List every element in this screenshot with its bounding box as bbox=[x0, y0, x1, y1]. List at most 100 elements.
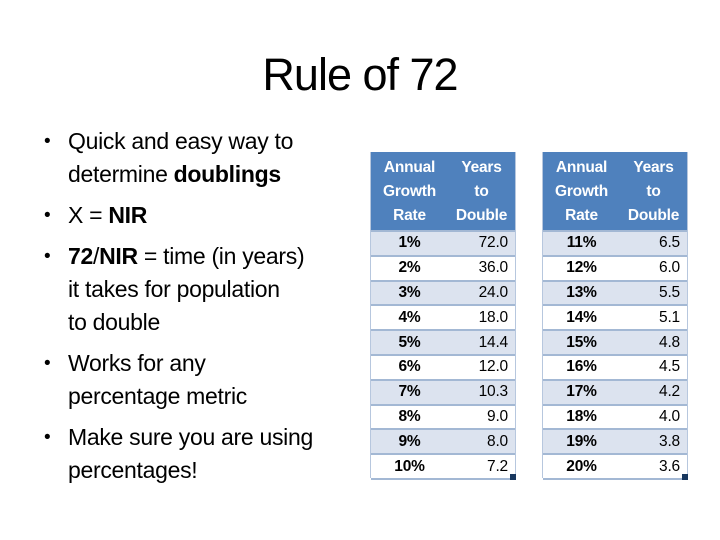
table-row: 17% 4.2 bbox=[543, 380, 687, 406]
years-to-double-cell: 18.0 bbox=[478, 308, 509, 326]
table-row: 9% 8.0 bbox=[371, 430, 515, 456]
table-row: 6% 12.0 bbox=[371, 355, 515, 381]
growth-rate-cell: 5% bbox=[398, 333, 421, 351]
table-row: 14% 5.1 bbox=[543, 306, 687, 332]
years-to-double-cell: 5.5 bbox=[659, 283, 680, 301]
range-corner-marker bbox=[510, 474, 516, 480]
years-to-double-cell: 36.0 bbox=[478, 259, 509, 277]
growth-rate-cell: 17% bbox=[566, 383, 597, 401]
bullet-dot: • bbox=[44, 131, 51, 152]
bullet-text: X = NIR bbox=[68, 199, 366, 232]
bullet-line: Works for any bbox=[68, 350, 206, 376]
years-to-double-cell: 5.1 bbox=[659, 308, 680, 326]
slide-title: Rule of 72 bbox=[262, 49, 458, 100]
years-to-double-cell: 14.4 bbox=[478, 333, 509, 351]
table-row: 12% 6.0 bbox=[543, 256, 687, 282]
bullet-dot: • bbox=[44, 246, 51, 267]
table-header-row: Annual Growth Rate Years to Double bbox=[371, 152, 515, 230]
bullet-list: • Quick and easy way to determine doubling… bbox=[36, 125, 366, 495]
table-row: 1% 72.0 bbox=[371, 232, 515, 257]
table-body: 11% 6.5 12% 6.0 13% 5.5 14% 5.1 15% 4.8 16% 4.5 17% 4… bbox=[543, 230, 687, 480]
annual-growth-rate-header: Annual Growth Rate bbox=[382, 159, 437, 224]
years-to-double-cell: 72.0 bbox=[478, 234, 509, 252]
bullet-item: • Works for any percentage metric bbox=[36, 347, 366, 413]
range-corner-marker bbox=[682, 474, 688, 480]
bullet-item: • Make sure you are using percentages! bbox=[36, 421, 366, 487]
growth-rate-cell: 1% bbox=[398, 234, 421, 252]
years-to-double-cell: 3.6 bbox=[659, 457, 680, 475]
years-to-double-cell: 7.2 bbox=[487, 457, 508, 475]
bullet-line: Make sure you are using bbox=[68, 424, 313, 450]
growth-rate-cell: 8% bbox=[398, 407, 421, 425]
bullet-text: 72/NIR = time (in years) it takes for pop… bbox=[68, 240, 366, 339]
bullet-line: it takes for population bbox=[68, 276, 280, 302]
growth-rate-cell: 16% bbox=[566, 358, 597, 376]
table-row: 10% 7.2 bbox=[371, 455, 515, 480]
growth-rate-cell: 19% bbox=[566, 432, 597, 450]
bullet-line: determine doublings bbox=[68, 161, 281, 187]
growth-table-1-to-10: Annual Growth Rate Years to Double 1% 72.0 2% 36.… bbox=[370, 152, 516, 480]
years-to-double-header: Years to Double bbox=[627, 159, 680, 224]
growth-rate-cell: 20% bbox=[566, 457, 597, 475]
bullet-line: percentage metric bbox=[68, 383, 247, 409]
table-row: 8% 9.0 bbox=[371, 405, 515, 431]
table-row: 2% 36.0 bbox=[371, 256, 515, 282]
years-to-double-cell: 4.2 bbox=[659, 383, 680, 401]
growth-rate-cell: 13% bbox=[566, 283, 597, 301]
bullet-line: percentages! bbox=[68, 457, 198, 483]
years-to-double-cell: 24.0 bbox=[478, 283, 509, 301]
table-row: 19% 3.8 bbox=[543, 430, 687, 456]
bullet-text: Make sure you are using percentages! bbox=[68, 421, 366, 487]
growth-rate-cell: 6% bbox=[398, 358, 421, 376]
years-to-double-cell: 8.0 bbox=[487, 432, 508, 450]
growth-rate-cell: 2% bbox=[398, 259, 421, 277]
years-to-double-cell: 12.0 bbox=[478, 358, 509, 376]
table-row: 4% 18.0 bbox=[371, 306, 515, 332]
bullet-line: to double bbox=[68, 309, 160, 335]
years-to-double-cell: 6.0 bbox=[659, 259, 680, 277]
years-to-double-cell: 3.8 bbox=[659, 432, 680, 450]
growth-rate-cell: 3% bbox=[398, 283, 421, 301]
bullet-item: • 72/NIR = time (in years) it takes for po… bbox=[36, 240, 366, 339]
growth-rate-cell: 7% bbox=[398, 383, 421, 401]
annual-growth-rate-header: Annual Growth Rate bbox=[554, 159, 609, 224]
bullet-dot: • bbox=[44, 427, 51, 448]
growth-rate-cell: 18% bbox=[566, 407, 597, 425]
table-row: 5% 14.4 bbox=[371, 331, 515, 356]
table-row: 11% 6.5 bbox=[543, 232, 687, 257]
table-row: 7% 10.3 bbox=[371, 380, 515, 406]
years-to-double-cell: 4.5 bbox=[659, 358, 680, 376]
bullet-line: 72/NIR = time (in years) bbox=[68, 243, 305, 269]
table-row: 3% 24.0 bbox=[371, 281, 515, 307]
table-row: 20% 3.6 bbox=[543, 455, 687, 480]
growth-rate-cell: 15% bbox=[566, 333, 597, 351]
years-to-double-cell: 4.0 bbox=[659, 407, 680, 425]
growth-rate-cell: 10% bbox=[394, 457, 425, 475]
table-header-row: Annual Growth Rate Years to Double bbox=[543, 152, 687, 230]
bullet-line: Quick and easy way to bbox=[68, 128, 294, 154]
table-row: 16% 4.5 bbox=[543, 355, 687, 381]
bullet-dot: • bbox=[44, 205, 51, 226]
growth-rate-cell: 12% bbox=[566, 259, 597, 277]
years-to-double-cell: 9.0 bbox=[487, 407, 508, 425]
table-row: 15% 4.8 bbox=[543, 331, 687, 356]
years-to-double-cell: 6.5 bbox=[659, 234, 680, 252]
table-body: 1% 72.0 2% 36.0 3% 24.0 4% 18.0 5% 14.4 6% 12.0 7% 10… bbox=[371, 230, 515, 480]
bullet-text: Works for any percentage metric bbox=[68, 347, 366, 413]
bullet-text: Quick and easy way to determine doublings bbox=[68, 125, 366, 191]
growth-table-11-to-20: Annual Growth Rate Years to Double 11% 6.5 12% 6.… bbox=[542, 152, 688, 480]
table-row: 18% 4.0 bbox=[543, 405, 687, 431]
bullet-line: X = NIR bbox=[68, 202, 148, 228]
growth-rate-cell: 11% bbox=[566, 234, 597, 252]
years-to-double-cell: 4.8 bbox=[659, 333, 680, 351]
table-row: 13% 5.5 bbox=[543, 281, 687, 307]
years-to-double-cell: 10.3 bbox=[478, 383, 509, 401]
growth-rate-cell: 9% bbox=[398, 432, 421, 450]
growth-rate-cell: 4% bbox=[398, 308, 421, 326]
bullet-item: • Quick and easy way to determine doubling… bbox=[36, 125, 366, 191]
bullet-dot: • bbox=[44, 353, 51, 374]
growth-rate-cell: 14% bbox=[566, 308, 597, 326]
years-to-double-header: Years to Double bbox=[455, 159, 508, 224]
bullet-item: • X = NIR bbox=[36, 199, 366, 232]
